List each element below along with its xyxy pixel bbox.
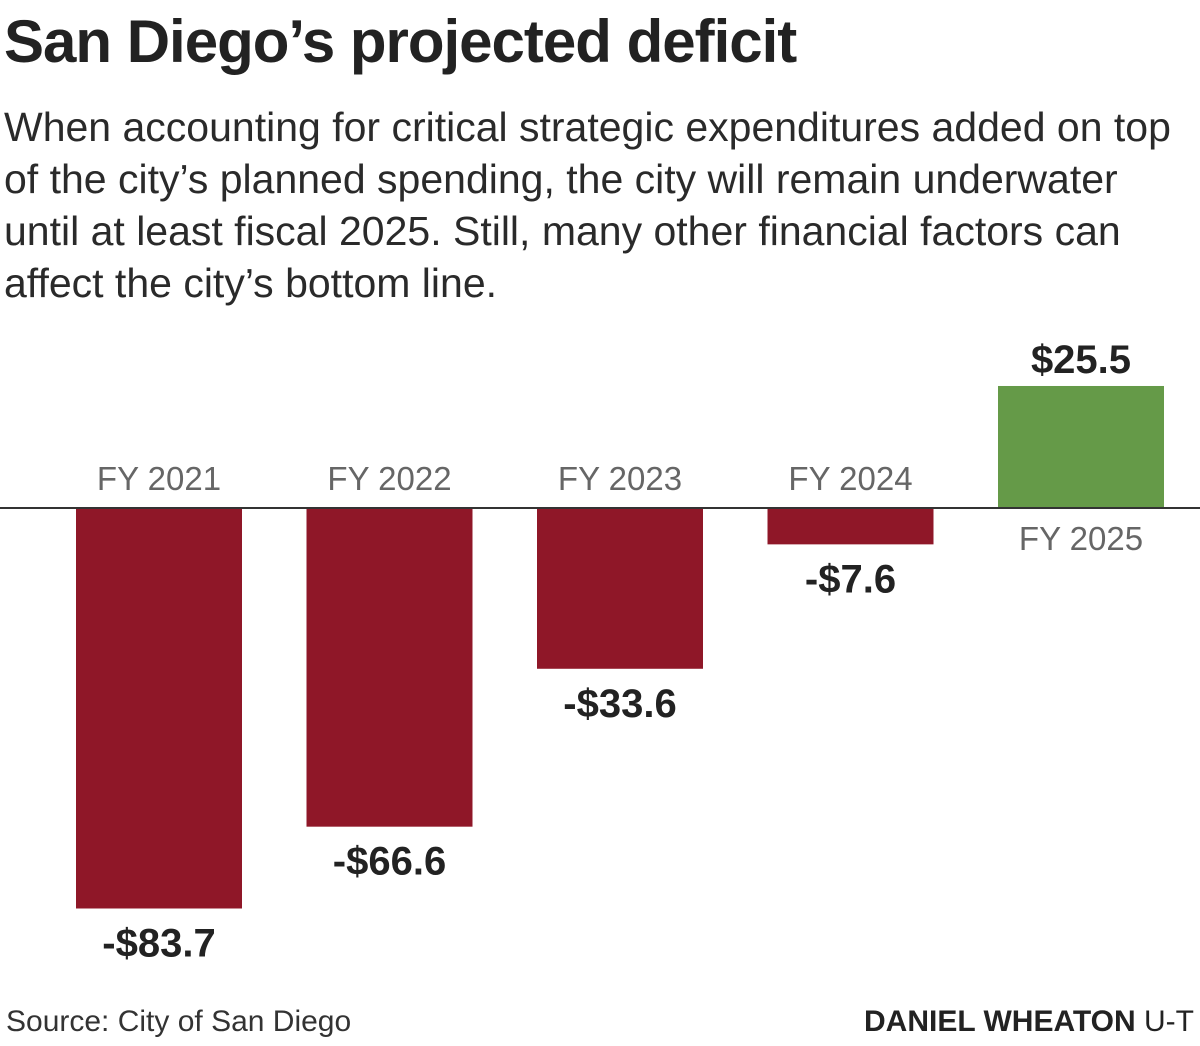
chart-subtitle: When accounting for critical strategic e… (4, 104, 1171, 306)
bar-fy-2024 (767, 508, 934, 545)
credit-org: U-T (1144, 1005, 1194, 1038)
data-label: -$33.6 (563, 682, 676, 726)
data-label: $25.5 (1031, 338, 1131, 382)
data-label: -$7.6 (805, 557, 896, 601)
chart-title: San Diego’s projected deficit (4, 8, 797, 75)
bar-fy-2025 (998, 385, 1164, 508)
data-label: -$66.6 (333, 840, 446, 884)
bar-fy-2021 (76, 508, 242, 909)
source-note: Source: City of San Diego (6, 1005, 352, 1038)
bar-chart: FY 2021 -$83.7 FY 2022 -$66.6 FY 2023 -$33.6 F… (0, 338, 1200, 966)
category-label: FY 2024 (788, 460, 912, 497)
category-label: FY 2022 (327, 460, 451, 497)
bar-fy-2023 (537, 508, 703, 669)
category-label: FY 2021 (97, 460, 221, 497)
credit-line: DANIEL WHEATON U-T (864, 1005, 1194, 1039)
data-label: -$83.7 (102, 922, 215, 966)
credit-name: DANIEL WHEATON (864, 1005, 1136, 1038)
bar-fy-2022 (306, 508, 473, 827)
category-label: FY 2025 (1019, 520, 1143, 557)
category-label: FY 2023 (558, 460, 682, 497)
